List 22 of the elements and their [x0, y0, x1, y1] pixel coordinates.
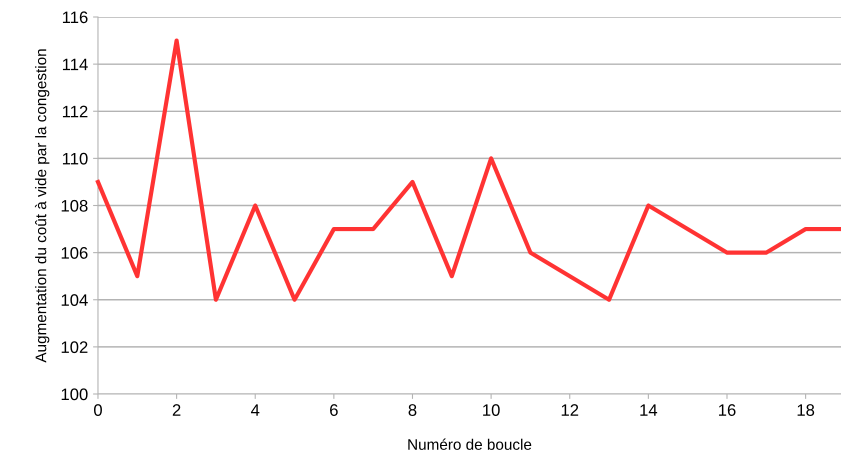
x-tick-label: 12 — [562, 404, 578, 416]
y-tick-label: 102 — [62, 341, 88, 354]
y-tick-label: 108 — [62, 200, 88, 212]
y-tick-label: 106 — [62, 247, 88, 259]
y-tick-label: 110 — [62, 152, 88, 165]
y-tick-label: 116 — [62, 11, 88, 24]
line-series — [96, 38, 841, 302]
x-tick-label: 8 — [408, 404, 416, 416]
x-tick-label: 16 — [718, 404, 736, 416]
x-tick-label: 2 — [172, 404, 180, 416]
y-axis-title: Augmentation du coût à vide par la congestion — [34, 49, 50, 363]
y-tick-label: 104 — [62, 294, 88, 306]
x-tick-label: 0 — [94, 404, 102, 416]
x-axis-title: Numéro de boucle — [408, 438, 532, 450]
x-tick-label: 14 — [640, 404, 658, 416]
x-tick-label: 6 — [330, 404, 338, 416]
y-tick-label: 114 — [62, 58, 88, 70]
y-tick-label: 112 — [62, 106, 88, 118]
x-tick-label: 18 — [798, 404, 814, 416]
x-tick-label: 10 — [483, 404, 500, 416]
y-tick-label: 100 — [62, 388, 88, 400]
x-tick-label: 4 — [250, 404, 260, 416]
